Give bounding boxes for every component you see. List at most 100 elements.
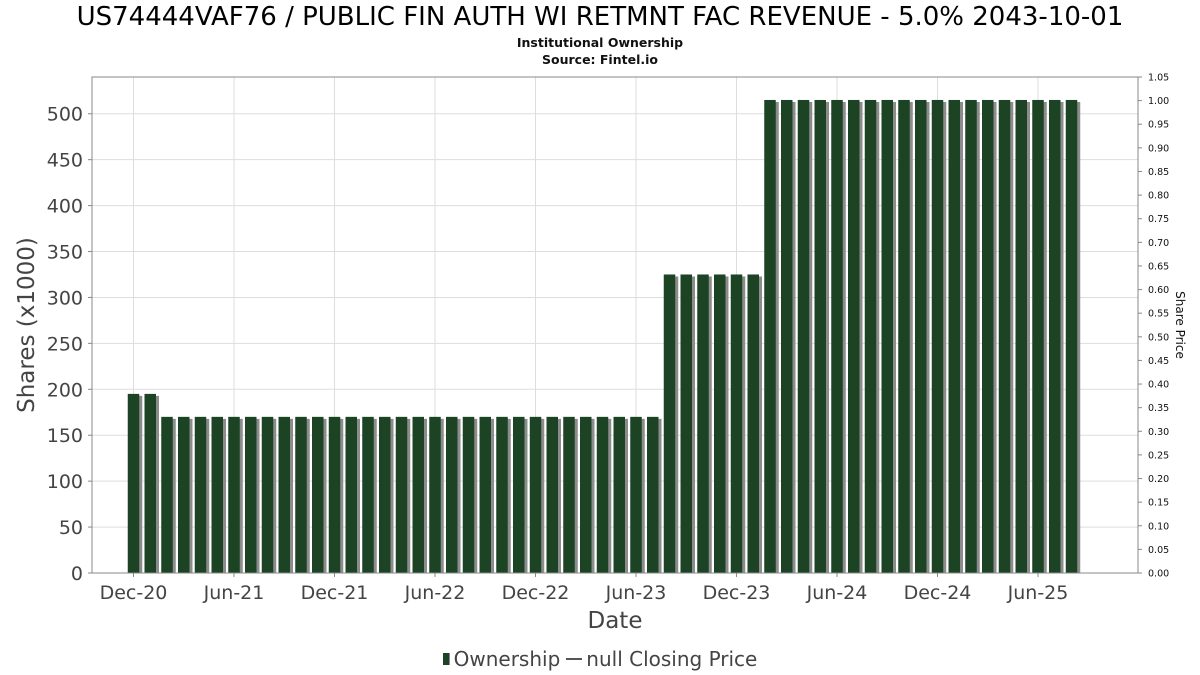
y2-tick-label: 0.55 bbox=[1148, 309, 1169, 320]
ownership-bar bbox=[529, 416, 542, 573]
ownership-bar bbox=[797, 99, 810, 574]
y2-tick-label: 0.95 bbox=[1148, 120, 1169, 131]
ownership-bar bbox=[261, 416, 274, 573]
y-tick-label: 0 bbox=[71, 563, 83, 585]
ownership-bar bbox=[1015, 99, 1027, 574]
ownership-legend-swatch bbox=[442, 653, 450, 665]
y2-axis-title: Share Price bbox=[1173, 291, 1187, 359]
y2-tick-label: 0.05 bbox=[1148, 545, 1169, 556]
chart-axes bbox=[88, 76, 1142, 577]
y2-tick-label: 0.75 bbox=[1148, 214, 1169, 225]
chart-legend[interactable]: Ownership null Closing Price bbox=[0, 647, 1200, 671]
ownership-bar bbox=[596, 416, 609, 573]
y2-tick-label: 0.65 bbox=[1148, 261, 1169, 272]
ownership-bar bbox=[446, 416, 458, 573]
ownership-bar bbox=[312, 416, 324, 573]
y-tick-label: 400 bbox=[47, 196, 83, 218]
y-tick-label: 100 bbox=[47, 471, 83, 493]
ownership-bar bbox=[429, 416, 441, 573]
ownership-bar bbox=[194, 416, 207, 573]
ownership-bar bbox=[898, 99, 910, 574]
ownership-bar bbox=[714, 274, 726, 573]
ownership-bar bbox=[781, 99, 793, 574]
y-axis-title: Shares (x1000) bbox=[14, 237, 40, 413]
x-tick-label: Dec-23 bbox=[703, 582, 771, 604]
ownership-bar bbox=[747, 274, 759, 573]
x-tick-label: Dec-20 bbox=[100, 582, 168, 604]
ownership-bar bbox=[881, 99, 893, 574]
y2-tick-label: 0.50 bbox=[1148, 332, 1169, 343]
ownership-bar bbox=[948, 99, 960, 574]
ownership-bar bbox=[496, 416, 508, 573]
chart-title: US74444VAF76 / PUBLIC FIN AUTH WI RETMNT… bbox=[76, 2, 1124, 32]
ownership-bar bbox=[915, 99, 927, 574]
y2-tick-label: 0.45 bbox=[1148, 356, 1169, 367]
ownership-bar bbox=[144, 393, 156, 573]
ownership-bar bbox=[864, 99, 877, 574]
ownership-bar bbox=[663, 274, 676, 573]
ownership-bar bbox=[764, 99, 776, 574]
ownership-bar bbox=[546, 416, 558, 573]
price-legend-line bbox=[566, 658, 583, 660]
y-tick-label: 50 bbox=[59, 517, 83, 539]
y2-tick-label: 0.10 bbox=[1148, 521, 1169, 532]
y2-tick-label: 1.00 bbox=[1148, 96, 1169, 107]
ownership-bar bbox=[295, 416, 307, 573]
y2-tick-label: 0.20 bbox=[1148, 474, 1169, 485]
ownership-bar bbox=[580, 416, 592, 573]
chart-subtitle: Institutional Ownership bbox=[516, 35, 684, 50]
y2-tick-label: 0.00 bbox=[1148, 569, 1169, 580]
ownership-bar bbox=[462, 416, 475, 573]
ownership-bar bbox=[831, 99, 843, 574]
ownership-bar bbox=[127, 393, 140, 573]
ownership-bar bbox=[412, 416, 424, 573]
ownership-bar bbox=[345, 416, 357, 573]
ownership-bar bbox=[1032, 99, 1044, 574]
y2-tick-label: 0.15 bbox=[1148, 498, 1169, 509]
y2-tick-label: 0.30 bbox=[1148, 427, 1169, 438]
ownership-bar bbox=[362, 416, 374, 573]
ownership-bar bbox=[697, 274, 709, 573]
y2-tick-label: 0.90 bbox=[1148, 143, 1169, 154]
ownership-bar bbox=[848, 99, 860, 574]
ownership-bar bbox=[630, 416, 642, 573]
ownership-bar bbox=[730, 274, 743, 573]
ownership-bar bbox=[965, 99, 977, 574]
chart-source: Source: Fintel.io bbox=[542, 52, 658, 67]
y2-tick-label: 0.80 bbox=[1148, 191, 1169, 202]
y2-tick-label: 0.40 bbox=[1148, 380, 1169, 391]
ownership-bar bbox=[479, 416, 491, 573]
y2-tick-label: 0.25 bbox=[1148, 450, 1169, 461]
ownership-bar bbox=[998, 99, 1011, 574]
y-tick-label: 350 bbox=[47, 242, 83, 264]
x-tick-label: Dec-21 bbox=[301, 582, 369, 604]
ownership-bar bbox=[814, 99, 826, 574]
ownership-bar bbox=[1065, 99, 1078, 574]
ownership-bar bbox=[513, 416, 525, 573]
ownership-legend-label: Ownership bbox=[453, 647, 561, 671]
ownership-bar bbox=[647, 416, 659, 573]
x-tick-label: Dec-22 bbox=[502, 582, 570, 604]
y-tick-label: 500 bbox=[47, 104, 83, 126]
x-tick-label: Jun-24 bbox=[806, 582, 868, 604]
ownership-bars bbox=[127, 99, 1081, 574]
ownership-bar bbox=[1049, 99, 1061, 574]
ownership-bar bbox=[178, 416, 190, 573]
x-tick-label: Jun-25 bbox=[1007, 582, 1069, 604]
x-tick-label: Jun-21 bbox=[203, 582, 265, 604]
price-legend-label: null Closing Price bbox=[586, 647, 758, 671]
x-tick-label: Jun-23 bbox=[605, 582, 667, 604]
y-tick-label: 300 bbox=[47, 287, 83, 309]
x-axis-title: Date bbox=[587, 608, 643, 634]
y2-tick-label: 0.35 bbox=[1148, 403, 1169, 414]
ownership-bar bbox=[680, 274, 692, 573]
y2-tick-label: 0.60 bbox=[1148, 285, 1169, 296]
y-tick-label: 250 bbox=[47, 333, 83, 355]
ownership-bar bbox=[278, 416, 290, 573]
ownership-bar bbox=[931, 99, 944, 574]
y2-tick-label: 0.85 bbox=[1148, 167, 1169, 178]
ownership-bar bbox=[328, 416, 341, 573]
y2-tick-label: 0.70 bbox=[1148, 238, 1169, 249]
ownership-bar bbox=[613, 416, 625, 573]
